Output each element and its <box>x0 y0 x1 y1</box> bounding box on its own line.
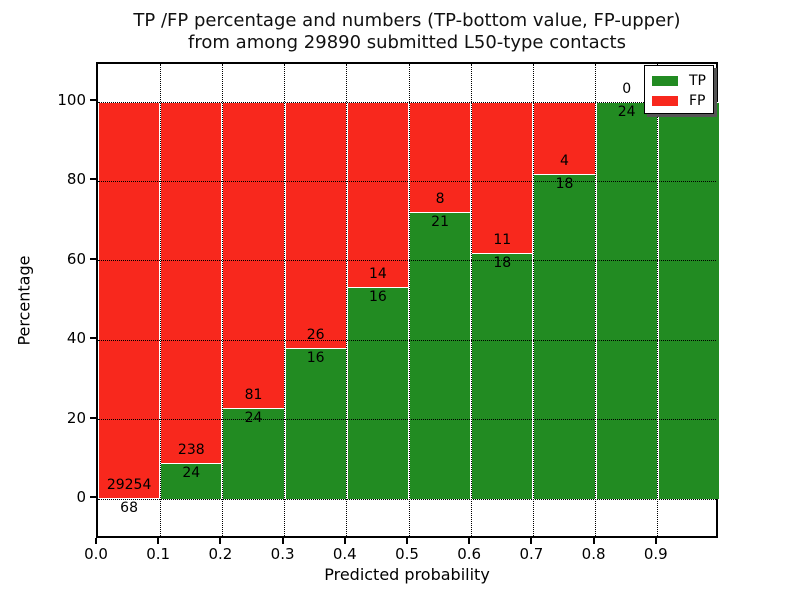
bar-segment-fp <box>222 102 285 409</box>
bar-value-label-tp: 18 <box>555 176 574 193</box>
gridline-y <box>98 260 716 262</box>
bar-segment-fp <box>471 102 534 253</box>
bar-value-label-fp: 81 <box>244 387 263 404</box>
gridline-y <box>98 180 716 182</box>
y-tick-label: 0 <box>76 488 86 506</box>
x-axis-tick <box>530 538 533 544</box>
legend-label-tp: TP <box>689 72 706 89</box>
x-tick-label: 0.3 <box>270 545 295 563</box>
bar-segment-tp <box>533 174 596 499</box>
x-tick-label: 0.5 <box>395 545 419 563</box>
bar-segment-tp <box>595 102 658 499</box>
bar-value-label-tp: 24 <box>244 410 263 427</box>
bar-segment-tp <box>160 462 223 499</box>
bar-value-label-tp: 68 <box>120 500 138 517</box>
bar-value-label-fp: 4 <box>560 153 569 170</box>
bar-value-label-tp: 16 <box>306 349 325 366</box>
x-axis-tick <box>157 538 160 544</box>
bar-segment-tp <box>409 211 472 499</box>
bar-segment-tp <box>222 408 285 499</box>
bar-value-label-tp: 21 <box>431 213 449 230</box>
x-tick-label: 0.2 <box>208 545 233 563</box>
y-tick-label: 40 <box>66 329 86 348</box>
y-axis-tick <box>90 496 96 498</box>
gridline-x <box>159 64 161 536</box>
chart-title: TP /FP percentage and numbers (TP-bottom… <box>96 10 718 54</box>
y-axis-tick <box>90 416 96 419</box>
gridline-y <box>98 101 716 103</box>
legend-swatch-tp <box>652 75 678 86</box>
legend-label-fp: FP <box>689 92 706 109</box>
bar-segment-tp <box>346 287 409 499</box>
y-axis-tick <box>90 178 96 181</box>
x-axis-tick <box>468 538 471 544</box>
bar-segment-tp <box>657 102 720 499</box>
y-tick-label: 80 <box>66 170 86 189</box>
x-axis-tick <box>343 538 346 544</box>
bar-value-label-tp: 18 <box>493 254 512 271</box>
x-axis-tick <box>654 538 657 544</box>
y-tick-label: 100 <box>57 91 86 109</box>
bar-segment-fp <box>160 102 223 463</box>
x-axis-tick <box>592 538 595 544</box>
bar-value-label-tp: 24 <box>617 104 636 120</box>
gridline-x <box>408 64 410 536</box>
bar-value-label-tp: 24 <box>182 464 201 481</box>
bar-value-label-fp: 0 <box>622 81 632 97</box>
bar-value-label-fp: 238 <box>177 441 205 458</box>
gridline-x <box>532 64 534 536</box>
y-axis-tick <box>90 99 96 101</box>
bar-segment-fp <box>346 102 409 288</box>
gridline-y <box>98 339 716 341</box>
bar-value-label-fp: 26 <box>306 326 325 343</box>
legend-swatch-fp <box>652 95 678 106</box>
y-tick-label: 60 <box>66 249 86 268</box>
x-tick-label: 0.1 <box>146 545 171 563</box>
bar-segment-tp <box>284 347 347 499</box>
x-axis-tick <box>95 538 97 544</box>
gridline-x <box>595 64 597 536</box>
x-axis-tick <box>406 538 408 544</box>
chart-title-line2: from among 29890 submitted L50-type cont… <box>188 32 626 53</box>
bar-value-label-fp: 29254 <box>106 477 152 494</box>
x-tick-label: 0.8 <box>581 545 606 563</box>
legend-entry-fp: FP <box>652 92 707 109</box>
x-tick-label: 0.0 <box>84 545 108 563</box>
y-axis-tick <box>90 337 96 340</box>
bar-segment-tp <box>471 252 534 499</box>
gridline-x <box>470 64 472 536</box>
x-tick-label: 0.4 <box>332 545 357 563</box>
gridline-x <box>221 64 223 536</box>
x-tick-label: 0.9 <box>643 545 668 563</box>
bar-value-label-tp: 16 <box>368 289 387 306</box>
x-axis-label: Predicted probability <box>324 565 490 584</box>
gridline-y <box>98 419 716 421</box>
x-tick-label: 0.7 <box>519 545 544 563</box>
bar-value-label-fp: 14 <box>368 266 387 283</box>
x-axis-tick <box>219 538 222 544</box>
legend-entry-tp: TP <box>652 72 707 89</box>
bar-value-label-fp: 11 <box>493 231 512 248</box>
y-tick-label: 20 <box>66 408 86 427</box>
y-axis-label: Percentage <box>14 255 34 346</box>
bar-segment-fp <box>284 102 347 348</box>
legend: TP FP <box>644 65 714 114</box>
gridline-y <box>98 498 716 500</box>
bar-value-label-fp: 8 <box>435 190 445 207</box>
chart-title-line1: TP /FP percentage and numbers (TP-bottom… <box>133 10 681 31</box>
gridline-x <box>284 64 286 536</box>
gridline-x <box>346 64 348 536</box>
plot-area: 6829254242382481162616142181811184240250 <box>96 62 720 538</box>
gridline-x <box>657 64 659 536</box>
y-axis-tick <box>90 257 96 260</box>
x-tick-label: 0.6 <box>457 545 482 563</box>
bar-segment-fp <box>533 102 596 175</box>
bar-segment-fp <box>98 102 161 499</box>
x-axis-tick <box>281 538 284 544</box>
